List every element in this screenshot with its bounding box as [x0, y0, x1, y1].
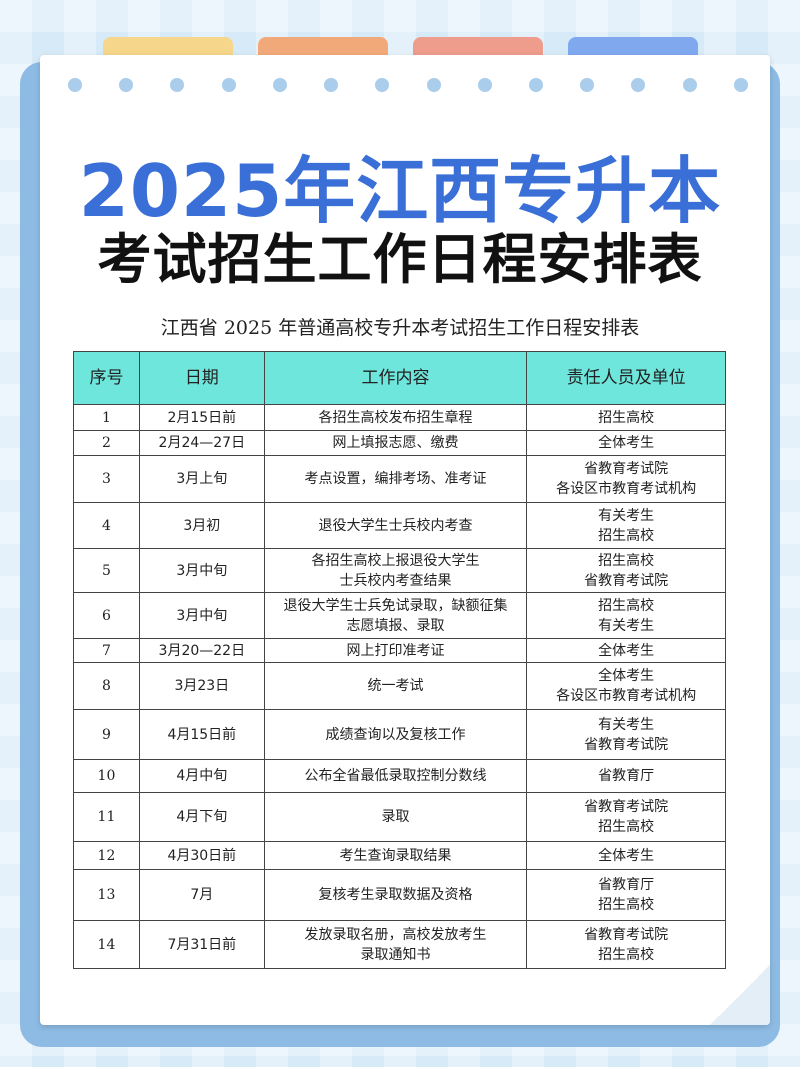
table-row: 13 7月 复核考生录取数据及资格 省教育厅 招生高校: [73, 869, 726, 921]
cell-date: 3月初: [138, 502, 265, 549]
cell-no: 9: [73, 709, 140, 760]
cell-date: 3月中旬: [138, 548, 265, 593]
table-row: 5 3月中旬 各招生高校上报退役大学生 士兵校内考查结果 招生高校 省教育考试院: [73, 548, 726, 593]
binder-hole: [580, 78, 595, 92]
title-line-2: 考试招生工作日程安排表: [97, 228, 703, 291]
table-header-row: 序号 日期 工作内容 责任人员及单位: [73, 351, 726, 405]
cell-no: 12: [73, 841, 140, 870]
cell-owner: 省教育考试院 招生高校: [526, 920, 726, 969]
schedule-table: 序号 日期 工作内容 责任人员及单位 1 2月15日前 各招生高校发布招生章程 招生高…: [73, 351, 726, 969]
cell-owner: 省教育厅 招生高校: [526, 869, 726, 921]
table-row: 10 4月中旬 公布全省最低录取控制分数线 省教育厅: [73, 759, 726, 793]
cell-no: 3: [73, 455, 140, 503]
table-caption: 江西省 2025 年普通高校专升本考试招生工作日程安排表: [160, 317, 640, 339]
binder-hole: [221, 78, 236, 92]
binder-hole: [324, 78, 339, 92]
cell-date: 4月下旬: [138, 792, 265, 842]
binder-hole: [733, 78, 748, 92]
cell-owner: 省教育考试院 各设区市教育考试机构: [526, 455, 726, 503]
cell-no: 13: [73, 869, 140, 921]
binder-holes: [68, 78, 748, 92]
table-row: 4 3月初 退役大学生士兵校内考查 有关考生 招生高校: [73, 502, 726, 549]
table-row: 3 3月上旬 考点设置，编排考场、准考证 省教育考试院 各设区市教育考试机构: [73, 455, 726, 503]
cell-owner: 有关考生 省教育考试院: [526, 709, 726, 760]
header-date: 日期: [138, 351, 265, 405]
cell-no: 10: [73, 759, 140, 793]
cell-no: 7: [73, 638, 140, 663]
cell-task: 各招生高校上报退役大学生 士兵校内考查结果: [263, 548, 528, 593]
cell-no: 8: [73, 662, 140, 710]
cell-no: 2: [73, 430, 140, 456]
cell-date: 7月31日前: [138, 920, 265, 969]
cell-owner: 全体考生 各设区市教育考试机构: [526, 662, 726, 710]
cell-owner: 全体考生: [526, 430, 726, 456]
cell-no: 1: [73, 404, 140, 431]
cell-date: 2月15日前: [138, 404, 265, 431]
cell-owner: 招生高校: [526, 404, 726, 431]
header-task: 工作内容: [263, 351, 528, 405]
cell-task: 考点设置，编排考场、准考证: [263, 455, 528, 503]
cell-owner: 省教育考试院 招生高校: [526, 792, 726, 842]
cell-date: 2月24—27日: [138, 430, 265, 456]
header-owner: 责任人员及单位: [526, 351, 726, 405]
binder-hole: [68, 78, 82, 92]
binder-hole: [119, 78, 134, 92]
cell-date: 3月20—22日: [138, 638, 265, 663]
cell-owner: 有关考生 招生高校: [526, 502, 726, 549]
cell-no: 14: [73, 920, 140, 969]
table-row: 14 7月31日前 发放录取名册，高校发放考生 录取通知书 省教育考试院 招生高校: [73, 920, 726, 969]
table-row: 11 4月下旬 录取 省教育考试院 招生高校: [73, 792, 726, 842]
table-row: 7 3月20—22日 网上打印准考证 全体考生: [73, 638, 726, 663]
binder-hole: [631, 78, 646, 92]
cell-task: 退役大学生士兵免试录取，缺额征集 志愿填报、录取: [263, 592, 528, 639]
cell-date: 3月上旬: [138, 455, 265, 503]
header-no: 序号: [73, 351, 140, 405]
table-row: 6 3月中旬 退役大学生士兵免试录取，缺额征集 志愿填报、录取 招生高校 有关考生: [73, 592, 726, 639]
cell-owner: 全体考生: [526, 638, 726, 663]
cell-task: 网上填报志愿、缴费: [263, 430, 528, 456]
cell-date: 4月15日前: [138, 709, 265, 760]
cell-date: 4月30日前: [138, 841, 265, 870]
cell-owner: 全体考生: [526, 841, 726, 870]
binder-hole: [375, 78, 390, 92]
table-row: 1 2月15日前 各招生高校发布招生章程 招生高校: [73, 404, 726, 431]
cell-task: 发放录取名册，高校发放考生 录取通知书: [263, 920, 528, 969]
binder-hole: [426, 78, 441, 92]
title-line-1: 2025年江西专升本: [78, 149, 722, 233]
cell-task: 复核考生录取数据及资格: [263, 869, 528, 921]
cell-no: 6: [73, 592, 140, 639]
binder-hole: [272, 78, 287, 92]
cell-date: 7月: [138, 869, 265, 921]
table-row: 8 3月23日 统一考试 全体考生 各设区市教育考试机构: [73, 662, 726, 710]
cell-no: 11: [73, 792, 140, 842]
table-row: 2 2月24—27日 网上填报志愿、缴费 全体考生: [73, 430, 726, 456]
binder-hole: [528, 78, 543, 92]
cell-task: 公布全省最低录取控制分数线: [263, 759, 528, 793]
cell-task: 网上打印准考证: [263, 638, 528, 663]
cell-owner: 招生高校 有关考生: [526, 592, 726, 639]
cell-owner: 招生高校 省教育考试院: [526, 548, 726, 593]
cell-task: 录取: [263, 792, 528, 842]
cell-owner: 省教育厅: [526, 759, 726, 793]
cell-task: 统一考试: [263, 662, 528, 710]
cell-date: 4月中旬: [138, 759, 265, 793]
cell-task: 成绩查询以及复核工作: [263, 709, 528, 760]
table-row: 9 4月15日前 成绩查询以及复核工作 有关考生 省教育考试院: [73, 709, 726, 760]
cell-no: 4: [73, 502, 140, 549]
table-row: 12 4月30日前 考生查询录取结果 全体考生: [73, 841, 726, 870]
cell-date: 3月中旬: [138, 592, 265, 639]
cell-task: 考生查询录取结果: [263, 841, 528, 870]
binder-hole: [170, 78, 185, 92]
cell-no: 5: [73, 548, 140, 593]
binder-hole: [477, 78, 492, 92]
cell-task: 退役大学生士兵校内考查: [263, 502, 528, 549]
page-curl: [710, 965, 770, 1025]
cell-date: 3月23日: [138, 662, 265, 710]
binder-hole: [682, 78, 697, 92]
cell-task: 各招生高校发布招生章程: [263, 404, 528, 431]
